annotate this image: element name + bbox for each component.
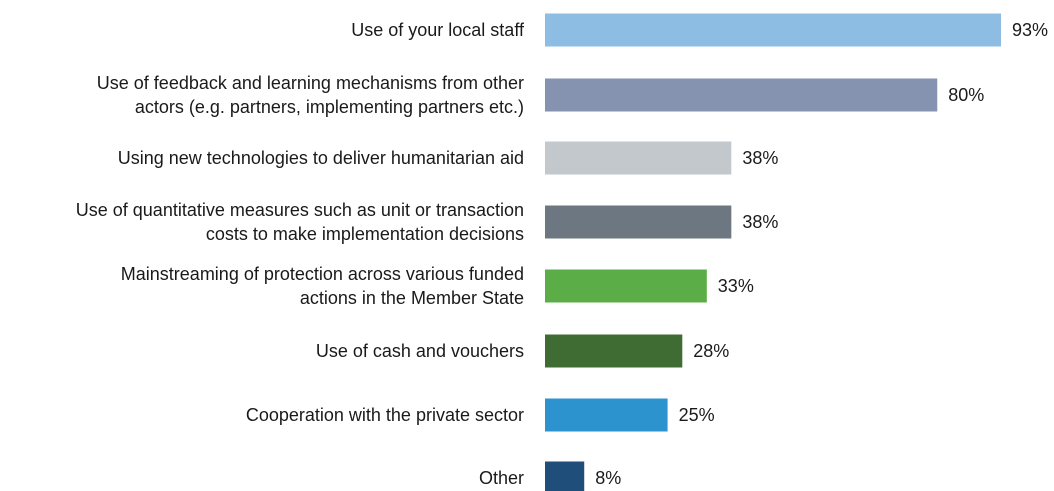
- category-label-4-line-1: actions in the Member State: [300, 288, 524, 308]
- category-label-3-line-1: costs to make implementation decisions: [206, 224, 524, 244]
- bar-4: [545, 269, 707, 303]
- bar-7: [545, 461, 585, 491]
- bar-2: [545, 141, 732, 175]
- category-label-4-line-0: Mainstreaming of protection across vario…: [121, 264, 524, 284]
- bar-3: [545, 205, 732, 239]
- category-label-5-line-0: Use of cash and vouchers: [316, 341, 524, 361]
- value-label-0: 93%: [1012, 20, 1048, 40]
- bar-1: [545, 78, 938, 112]
- bar-0: [545, 13, 1001, 47]
- category-label-6-line-0: Cooperation with the private sector: [246, 405, 524, 425]
- value-label-1: 80%: [948, 85, 984, 105]
- category-labels-group: Use of your local staff Use of feedback a…: [76, 20, 525, 488]
- bar-6: [545, 398, 668, 432]
- value-label-5: 28%: [693, 341, 729, 361]
- category-label-1-line-1: actors (e.g. partners, implementing part…: [135, 97, 524, 117]
- value-label-4: 33%: [718, 276, 754, 296]
- category-label-0-line-0: Use of your local staff: [351, 20, 525, 40]
- category-label-1-line-0: Use of feedback and learning mechanisms …: [97, 73, 524, 93]
- bars-group: [545, 13, 1001, 491]
- category-label-7-line-0: Other: [479, 468, 524, 488]
- value-label-7: 8%: [595, 468, 621, 488]
- value-label-3: 38%: [742, 212, 778, 232]
- value-labels-group: 93% 80% 38% 38% 33% 28% 25% 8%: [595, 20, 1048, 488]
- category-label-2-line-0: Using new technologies to deliver humani…: [118, 148, 524, 168]
- value-label-6: 25%: [679, 405, 715, 425]
- bar-5: [545, 334, 683, 368]
- value-label-2: 38%: [742, 148, 778, 168]
- category-label-3-line-0: Use of quantitative measures such as uni…: [76, 200, 524, 220]
